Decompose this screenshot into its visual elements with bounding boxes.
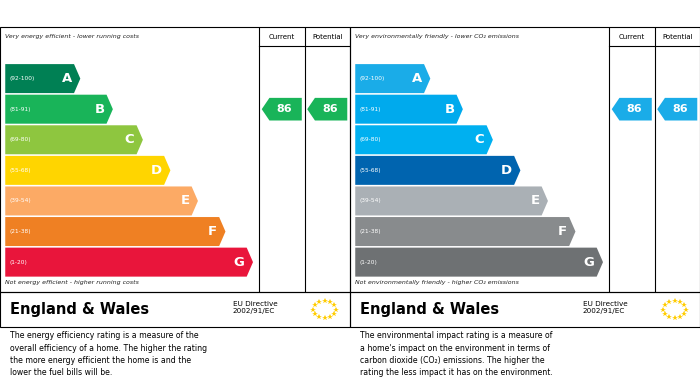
Text: C: C — [475, 133, 484, 146]
Text: E: E — [181, 194, 190, 208]
Polygon shape — [262, 98, 302, 120]
Text: D: D — [501, 164, 512, 177]
Text: EU Directive
2002/91/EC: EU Directive 2002/91/EC — [582, 301, 627, 314]
Text: Energy Efficiency Rating: Energy Efficiency Rating — [10, 9, 160, 19]
Text: (69-80): (69-80) — [10, 137, 32, 142]
Polygon shape — [355, 64, 430, 93]
Text: (21-38): (21-38) — [10, 229, 32, 234]
Text: Environmental Impact (CO₂) Rating: Environmental Impact (CO₂) Rating — [360, 9, 575, 19]
Text: Not energy efficient - higher running costs: Not energy efficient - higher running co… — [6, 280, 139, 285]
Polygon shape — [612, 98, 652, 120]
Text: C: C — [125, 133, 134, 146]
Text: Current: Current — [269, 34, 295, 39]
Polygon shape — [6, 95, 113, 124]
Text: E: E — [531, 194, 540, 208]
Polygon shape — [355, 187, 548, 215]
Text: The environmental impact rating is a measure of
a home's impact on the environme: The environmental impact rating is a mea… — [360, 332, 554, 377]
Text: (92-100): (92-100) — [360, 76, 385, 81]
Text: B: B — [94, 103, 104, 116]
Polygon shape — [6, 156, 170, 185]
Text: (39-54): (39-54) — [360, 199, 382, 203]
Text: Very environmentally friendly - lower CO₂ emissions: Very environmentally friendly - lower CO… — [355, 34, 519, 39]
Text: F: F — [208, 225, 217, 238]
Polygon shape — [6, 248, 253, 276]
Polygon shape — [355, 156, 520, 185]
Text: 86: 86 — [276, 104, 293, 114]
Polygon shape — [657, 98, 697, 120]
Text: G: G — [584, 256, 594, 269]
Text: England & Wales: England & Wales — [10, 302, 150, 317]
Text: 86: 86 — [672, 104, 688, 114]
Text: (1-20): (1-20) — [10, 260, 28, 265]
Text: The energy efficiency rating is a measure of the
overall efficiency of a home. T: The energy efficiency rating is a measur… — [10, 332, 208, 377]
Text: Potential: Potential — [312, 34, 342, 39]
Text: A: A — [412, 72, 422, 85]
Polygon shape — [6, 125, 143, 154]
Text: (55-68): (55-68) — [10, 168, 32, 173]
Text: B: B — [444, 103, 454, 116]
Text: G: G — [234, 256, 244, 269]
Text: Current: Current — [619, 34, 645, 39]
Polygon shape — [355, 217, 575, 246]
Polygon shape — [6, 187, 198, 215]
Polygon shape — [6, 64, 80, 93]
Text: 86: 86 — [626, 104, 643, 114]
Text: (55-68): (55-68) — [360, 168, 382, 173]
Polygon shape — [6, 217, 225, 246]
Text: (81-91): (81-91) — [360, 107, 382, 112]
Text: Not environmentally friendly - higher CO₂ emissions: Not environmentally friendly - higher CO… — [355, 280, 519, 285]
Text: (92-100): (92-100) — [10, 76, 35, 81]
Text: Potential: Potential — [662, 34, 692, 39]
Text: (39-54): (39-54) — [10, 199, 32, 203]
Text: 86: 86 — [322, 104, 338, 114]
Text: EU Directive
2002/91/EC: EU Directive 2002/91/EC — [232, 301, 277, 314]
Polygon shape — [355, 248, 603, 276]
Text: A: A — [62, 72, 72, 85]
Text: (21-38): (21-38) — [360, 229, 382, 234]
Text: (1-20): (1-20) — [360, 260, 378, 265]
Text: England & Wales: England & Wales — [360, 302, 500, 317]
Polygon shape — [355, 95, 463, 124]
Text: (69-80): (69-80) — [360, 137, 382, 142]
Text: Very energy efficient - lower running costs: Very energy efficient - lower running co… — [6, 34, 139, 39]
Polygon shape — [355, 125, 493, 154]
Text: F: F — [558, 225, 567, 238]
Text: (81-91): (81-91) — [10, 107, 32, 112]
Text: D: D — [151, 164, 162, 177]
Polygon shape — [307, 98, 347, 120]
